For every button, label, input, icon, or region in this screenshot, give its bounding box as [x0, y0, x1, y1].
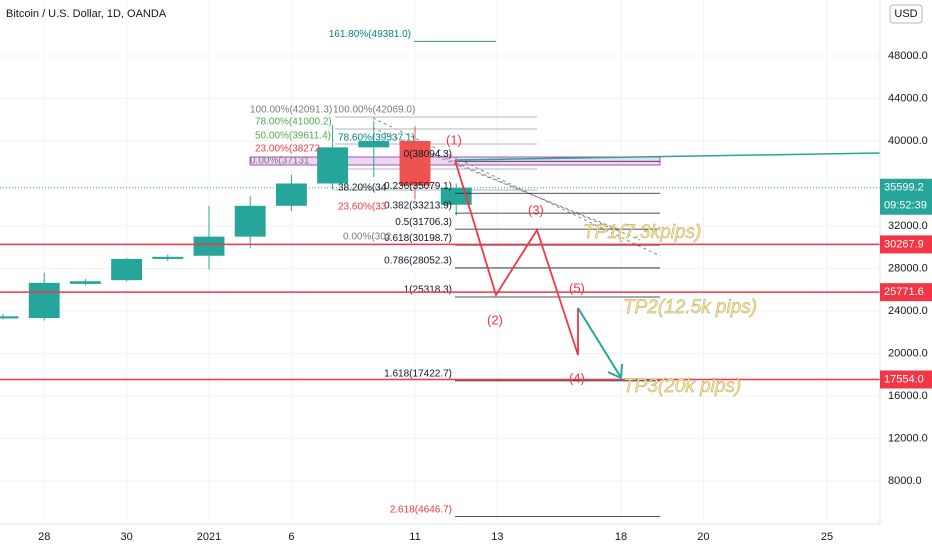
y-tick-label: 48000.0	[888, 50, 928, 62]
target-label: TP1(7.3kpips)	[583, 222, 701, 243]
candle-body	[317, 147, 349, 184]
y-tick-label: 32000.0	[888, 220, 928, 232]
wave-label: (4)	[569, 370, 585, 385]
candle-body	[0, 316, 19, 319]
fib-label: 0.786(28052.3)	[384, 256, 452, 267]
last-price-box	[880, 178, 932, 215]
x-tick-label: 18	[615, 531, 627, 543]
trend-line	[454, 152, 881, 161]
price-box-label: 17554.0	[884, 373, 924, 385]
x-tick-label: 6	[288, 531, 294, 543]
fib-label: 0.618(30198.7)	[384, 233, 452, 244]
fib-label: 1(25318.3)	[404, 285, 452, 296]
fib-extra-label: 78.60%(39537.1)	[338, 133, 415, 144]
y-tick-label: 16000.0	[888, 390, 928, 402]
x-tick-label: 30	[120, 531, 132, 543]
x-tick-label: 13	[491, 531, 503, 543]
candle-body	[399, 140, 431, 186]
fib-extra-label: 50.00%(39611.4)	[255, 131, 331, 142]
axes: 8000.0 12000.0 16000.0 20000.0 24000.0 28000.…	[38, 50, 932, 543]
fib-extra-label: 0.00%(37131	[250, 156, 310, 167]
fib-extra-label: 23.00%(38272	[255, 144, 320, 155]
x-tick-label: 25	[821, 531, 833, 543]
fib-extra-label: 0.00%(302	[343, 232, 392, 243]
candle-body	[69, 281, 101, 284]
candle-body	[358, 140, 390, 148]
price-box-label: 25771.6	[884, 286, 924, 298]
candle-body	[234, 205, 266, 237]
last-price-label: 35599.2	[884, 182, 924, 194]
fib-label: 161.80%(49381.0)	[329, 29, 411, 40]
fib: 161.80%(49381.0) 0(38094.3) 0.236(35079.1)…	[0, 29, 880, 518]
y-tick-label: 8000.0	[888, 475, 922, 487]
candle-body	[111, 258, 143, 281]
y-tick-label: 28000.0	[888, 262, 928, 274]
y-tick-label: 44000.0	[888, 92, 928, 104]
y-tick-label: 12000.0	[888, 432, 928, 444]
x-tick-label: 2021	[197, 531, 221, 543]
x-tick-label: 11	[409, 531, 420, 543]
price-box	[880, 370, 932, 389]
candle-body	[28, 282, 60, 319]
target-label: TP3(20k pips)	[623, 376, 741, 397]
fib-extra-label: 23.60%(33	[338, 202, 387, 213]
grid	[0, 0, 880, 520]
target-label: TP2(12.5k pips)	[623, 297, 757, 318]
wave-label: (5)	[569, 280, 585, 295]
fib-label: 2.618(4646.7)	[390, 504, 452, 515]
fib-label: 1.618(17422.7)	[384, 369, 452, 380]
fib-extra-label: 100.00%(42091.3)	[250, 105, 332, 116]
fib-extra-label: 100.00%(42069.0)	[333, 105, 415, 116]
chart-title: Bitcoin / U.S. Dollar, 1D, OANDA	[6, 8, 167, 20]
fib-extra-label: 38.20%(34	[338, 183, 387, 194]
countdown: 09:52:39	[884, 200, 927, 212]
candle-body	[152, 256, 184, 259]
wave-label: (1)	[446, 132, 462, 147]
arrow-line	[577, 307, 621, 377]
currency-button[interactable]	[889, 4, 923, 24]
wave-label: (2)	[487, 312, 503, 327]
price-axis	[880, 0, 932, 550]
x-tick-label: 20	[697, 531, 709, 543]
price-box	[880, 235, 932, 254]
x-tick-label: 28	[38, 531, 50, 543]
candle-body	[193, 236, 225, 256]
y-tick-label: 20000.0	[888, 347, 928, 359]
fib-label: 0.382(33213.9)	[384, 201, 452, 212]
currency[interactable]: USD	[894, 8, 917, 20]
price-box-label: 30267.9	[884, 238, 924, 250]
arrow-head	[607, 363, 623, 380]
candle-body	[275, 183, 307, 206]
fib-label: 0.236(35079.1)	[384, 181, 452, 192]
fib-label: 0.5(31706.3)	[395, 217, 452, 228]
y-tick-label: 24000.0	[888, 305, 928, 317]
fib-extra-label: 78.00%(41000.2)	[255, 117, 332, 128]
price-box	[880, 283, 932, 302]
wave-path	[454, 159, 579, 356]
wave-label: (3)	[528, 202, 544, 217]
fib-label: 0(38094.3)	[404, 149, 452, 160]
y-tick-label: 40000.0	[888, 135, 928, 147]
